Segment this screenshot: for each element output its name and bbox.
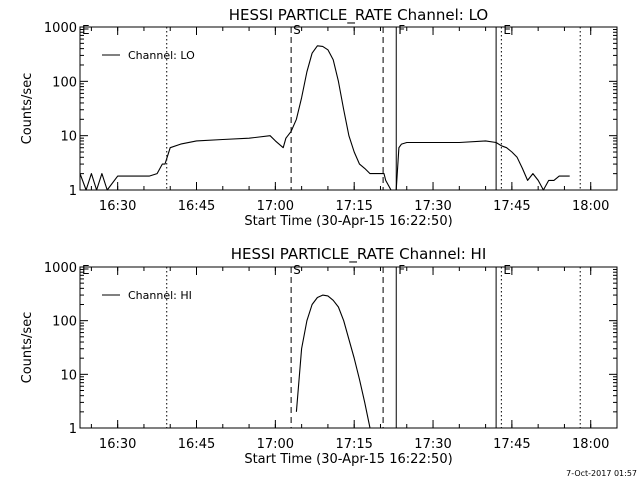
x-tick-label: 16:45 [178,199,215,214]
x-axis-label: Start Time (30-Apr-15 16:22:50) [244,214,452,229]
chart-panel-2: HESSI PARTICLE_RATE Channel: HI 1 10 100 100… [20,245,618,467]
y-tick-label: 10 [60,130,77,145]
time-marker-label: E [503,263,511,277]
start-marker-label: E [82,263,90,277]
series-line [295,294,371,429]
time-marker-label: S [293,23,301,37]
time-marker-label: F [398,23,405,37]
y-tick-label: 100 [52,75,77,90]
start-marker-label: E [82,23,90,37]
x-tick-label: 17:00 [257,437,294,452]
time-marker-label: F [398,263,405,277]
x-tick-label: 18:00 [572,437,609,452]
series-line [79,45,570,191]
footer-timestamp: 7-Oct-2017 01:57 [566,469,637,478]
x-tick-label: 18:00 [572,199,609,214]
legend-label: Channel: LO [128,49,195,62]
plot-frame [79,266,618,429]
legend-label: Channel: HI [128,289,192,302]
x-tick-label: 17:45 [493,437,530,452]
y-tick-label: 1 [69,422,77,437]
y-tick-label: 100 [52,315,77,330]
x-tick-label: 16:30 [99,199,136,214]
time-marker-label: S [293,263,301,277]
x-tick-label: 17:15 [335,199,372,214]
x-tick-label: 16:45 [178,437,215,452]
y-tick-label: 10 [60,368,77,383]
y-tick-label: 1000 [44,261,77,276]
y-tick-label: 1 [69,184,77,199]
x-tick-label: 16:30 [99,437,136,452]
x-tick-label: 17:45 [493,199,530,214]
chart-title: HESSI PARTICLE_RATE Channel: HI [231,245,487,264]
x-axis-label: Start Time (30-Apr-15 16:22:50) [244,452,452,467]
chart-title: HESSI PARTICLE_RATE Channel: LO [229,6,488,25]
x-tick-label: 17:00 [257,199,294,214]
x-tick-label: 17:30 [414,199,451,214]
chart-panel-1: HESSI PARTICLE_RATE Channel: LO 1 10 100 100… [20,6,618,229]
x-tick-label: 17:15 [335,437,372,452]
plot-frame [79,26,618,191]
y-tick-label: 1000 [44,21,77,36]
time-marker-label: E [503,23,511,37]
y-axis-label: Counts/sec [20,73,35,145]
x-tick-label: 17:30 [414,437,451,452]
y-axis-label: Counts/sec [20,312,35,384]
